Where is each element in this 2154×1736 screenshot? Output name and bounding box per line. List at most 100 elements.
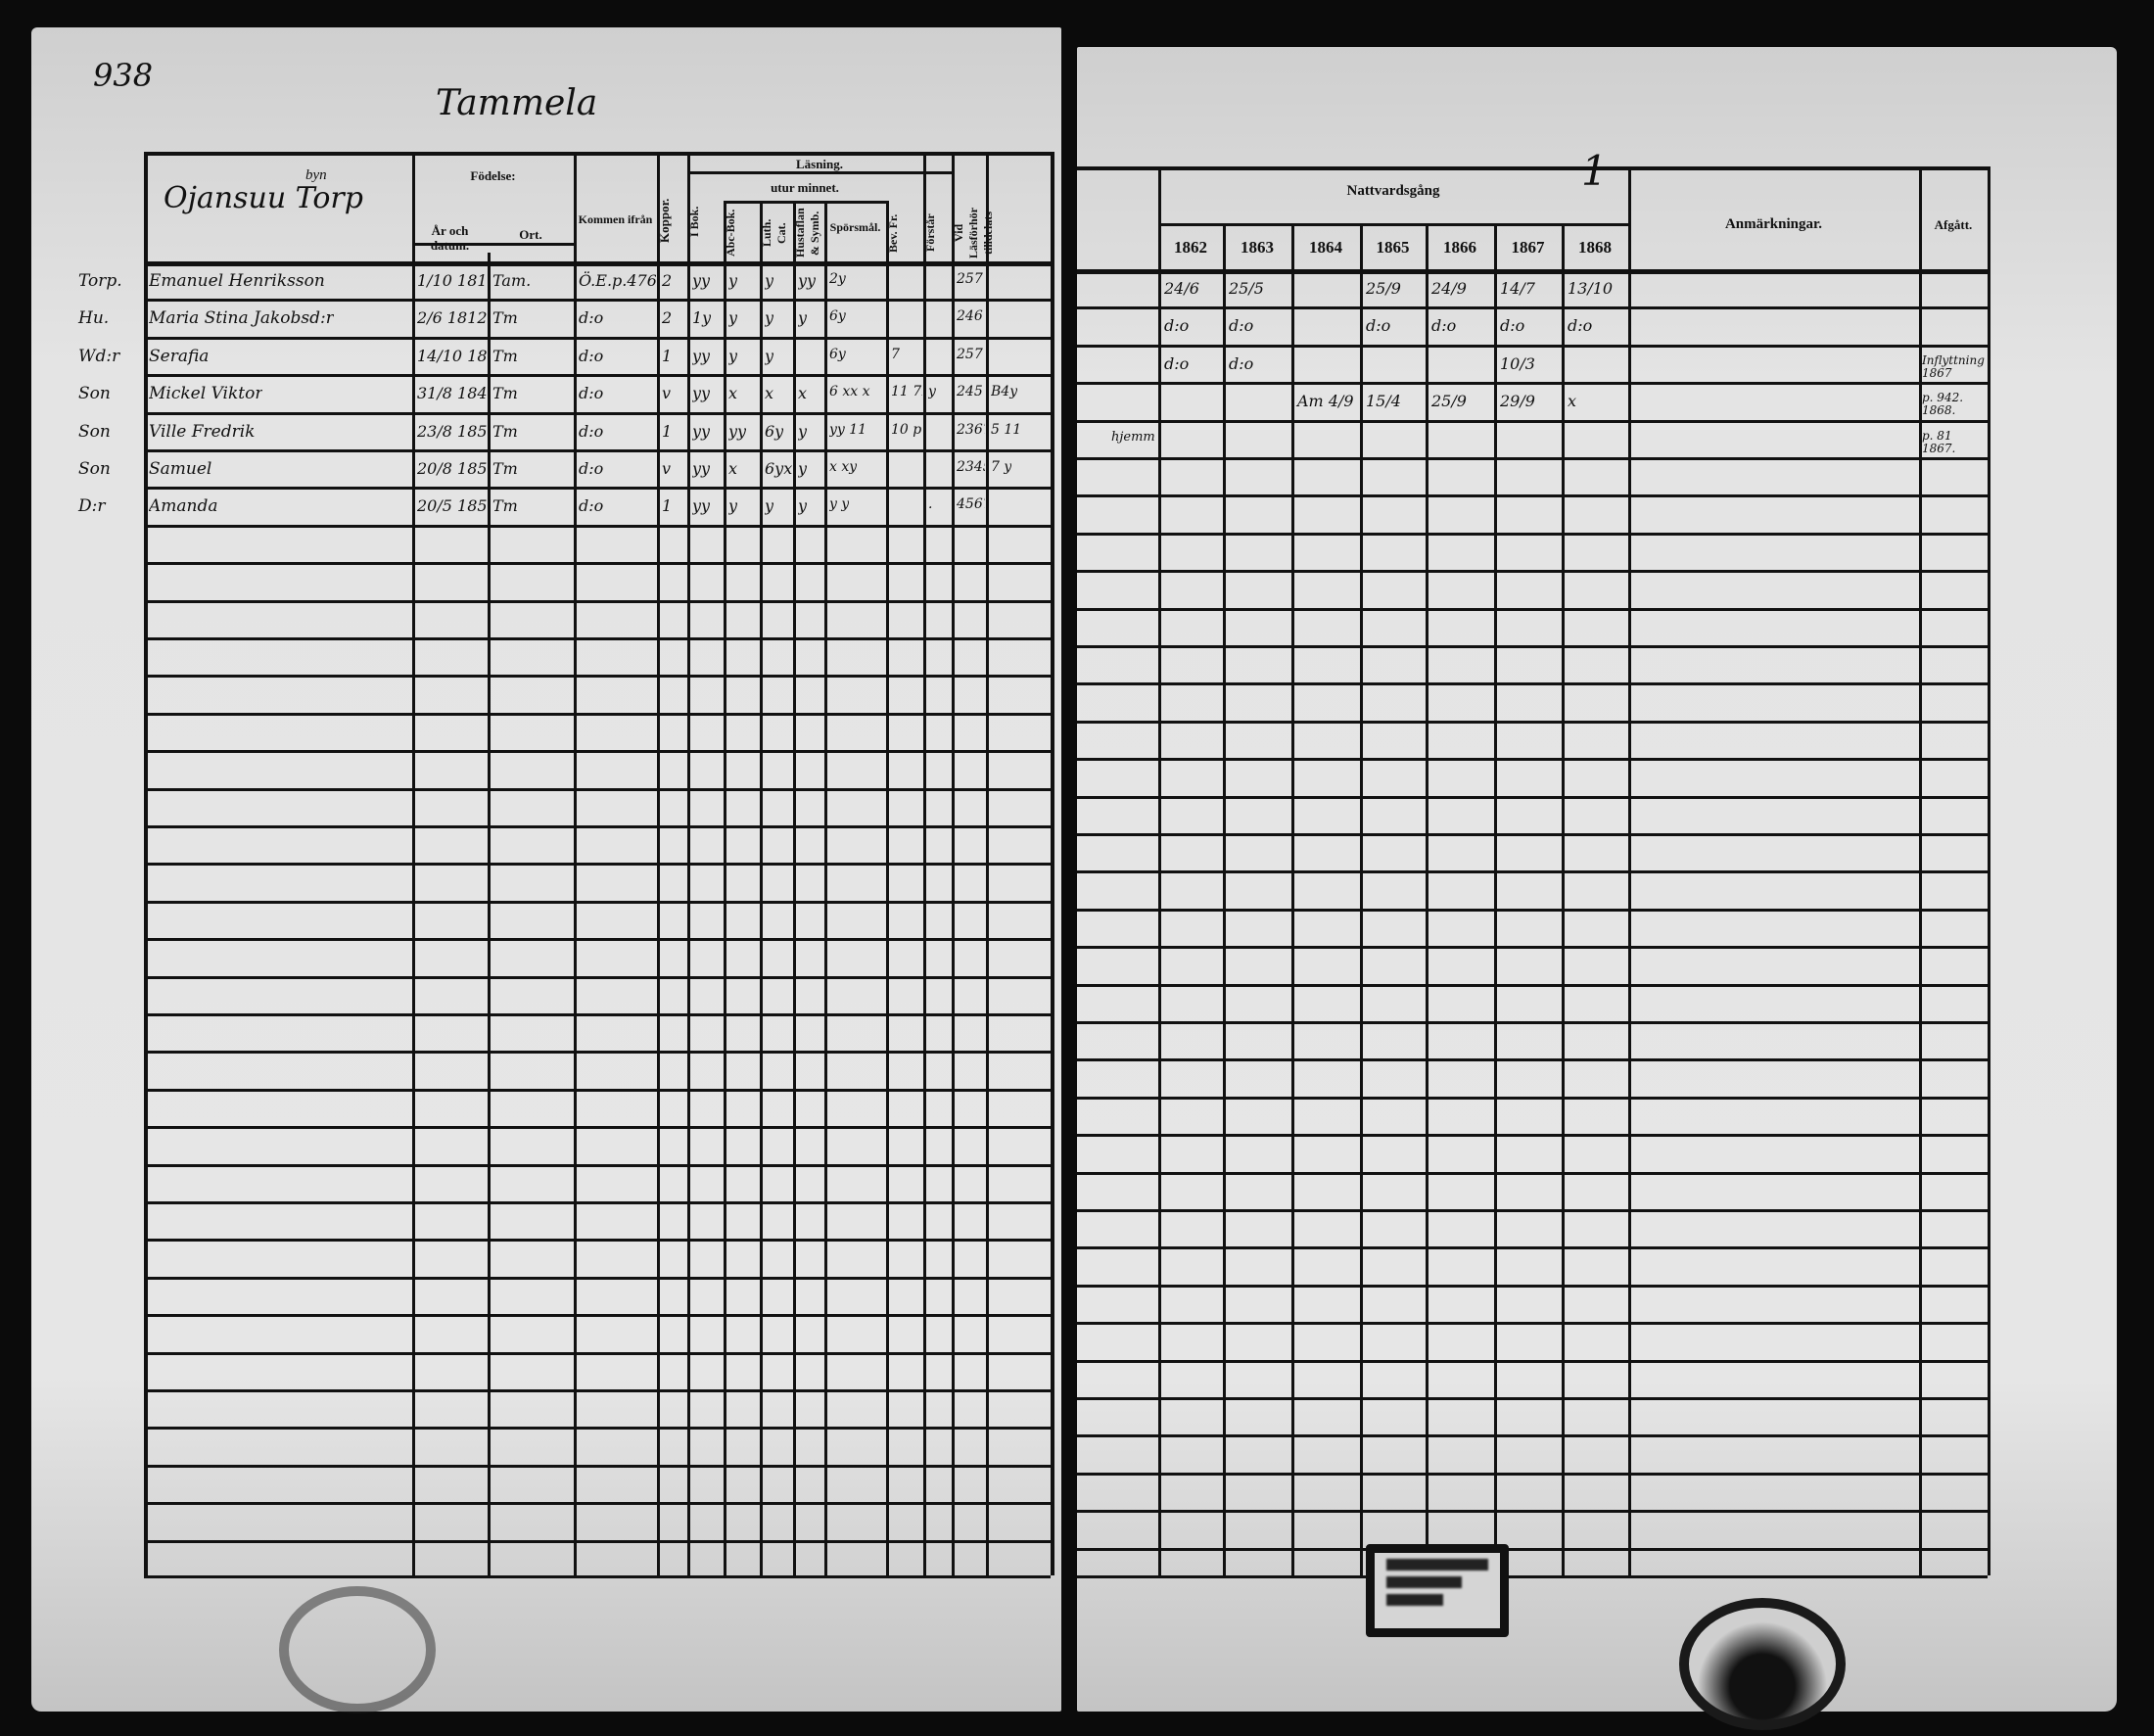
row-rule — [1077, 795, 1988, 799]
remarks-header: Anmärkningar. — [1724, 216, 1823, 232]
communion-date-cell: d:o — [1164, 353, 1190, 373]
row-rule — [144, 863, 1051, 867]
row-rule — [1077, 1322, 1988, 1326]
column-rule — [1562, 223, 1565, 1575]
hustavlan-cell: y — [798, 459, 808, 478]
column-rule — [1291, 223, 1294, 1575]
row-rule — [144, 336, 1051, 340]
communion-date-cell: d:o — [1229, 316, 1254, 336]
bev-fr-cell: 11 7x — [891, 384, 922, 400]
communion-date-cell: d:o — [1366, 316, 1391, 336]
row-rule — [1077, 720, 1988, 724]
communion-date-cell: 25/9 — [1366, 279, 1401, 298]
communion-date-cell: 29/9 — [1500, 392, 1535, 411]
row-rule — [1077, 1246, 1988, 1250]
right-header-rule — [1077, 269, 1988, 274]
extra-cell: 7 y — [991, 459, 1012, 475]
row-rule — [144, 487, 1051, 491]
row-rule — [1077, 946, 1988, 950]
row-rule — [144, 1126, 1051, 1130]
catechism-cell: y — [765, 346, 774, 365]
catechism-cell: y — [765, 308, 774, 328]
communion-date-cell: 25/5 — [1229, 279, 1264, 298]
extra-cell: 5 11 — [991, 421, 1022, 438]
questions-cell: yy 11 — [829, 421, 867, 438]
row-rule — [144, 1201, 1051, 1204]
departed-note: p. 81 1867. — [1922, 428, 1956, 455]
row-rule — [144, 1575, 1051, 1578]
name-cell: Ville Fredrik — [149, 421, 256, 442]
abc-cell: x — [728, 384, 738, 403]
questions-cell: 6 xx x — [829, 384, 870, 400]
communion-date-cell: 25/9 — [1431, 392, 1467, 411]
page-number: 938 — [93, 57, 154, 94]
row-rule — [144, 1351, 1051, 1355]
birth-place-cell: Tm — [492, 421, 518, 441]
birth-date-cell: 31/8 1847 — [417, 384, 487, 403]
row-rule — [1077, 1021, 1988, 1024]
birth-date-cell: 1/10 1815 — [417, 271, 487, 290]
hustavlan-cell: y — [798, 496, 808, 516]
name-column-header: Ojansuu Torp — [164, 181, 363, 215]
column-rule — [824, 201, 827, 1575]
parish-title: Tammela — [436, 83, 598, 123]
row-rule — [144, 1314, 1051, 1318]
communion-date-cell: 10/3 — [1500, 353, 1535, 373]
row-rule — [144, 938, 1051, 942]
reading-subrule — [687, 171, 952, 174]
questions-header: Spörsmål. — [829, 220, 881, 234]
communion-date-cell: 15/4 — [1366, 392, 1401, 411]
header-rule — [144, 261, 1051, 266]
row-rule — [144, 825, 1051, 828]
catechetical-cell: 257 — [957, 271, 983, 287]
abc-cell: y — [728, 496, 738, 516]
birth-header: Födelse: — [470, 168, 516, 183]
row-rule — [1077, 306, 1988, 310]
birth-subrule — [412, 243, 574, 246]
folio-mark: 1 — [1581, 147, 1608, 195]
row-rule — [1077, 870, 1988, 874]
communion-date-cell: Am 4/9 — [1297, 392, 1354, 411]
in-book-cell: yy — [692, 271, 711, 290]
row-rule — [144, 787, 1051, 791]
birth-date-header: År och datum. — [430, 223, 470, 253]
name-cell: Samuel — [149, 459, 212, 479]
row-rule — [1077, 344, 1988, 348]
row-rule — [144, 1464, 1051, 1468]
year-header: 1867 — [1511, 238, 1545, 257]
column-rule — [1223, 223, 1226, 1575]
communion-subrule — [1158, 223, 1628, 226]
row-rule — [144, 524, 1051, 528]
header-abc-book: Abc-Bok. — [724, 209, 737, 258]
archive-stamp — [1366, 1544, 1509, 1637]
departed-note: Inflyttning 1867 — [1922, 352, 1985, 380]
row-rule — [144, 637, 1051, 640]
catechism-cell: y — [765, 271, 774, 290]
row-rule — [144, 299, 1051, 303]
column-rule — [793, 201, 796, 1575]
row-rule — [1077, 494, 1988, 498]
year-header: 1863 — [1241, 238, 1274, 257]
departed-header: Afgått. — [1934, 217, 1973, 232]
birth-place-cell: Tm — [492, 496, 518, 516]
row-rule — [144, 750, 1051, 754]
row-rule — [144, 1539, 1051, 1543]
role-cell: Wd:r — [78, 346, 120, 366]
questions-cell: 2y — [829, 271, 846, 287]
role-cell: Son — [78, 459, 111, 479]
row-rule — [1077, 1434, 1988, 1438]
catechetical-cell: 4567 — [957, 496, 985, 513]
smallpox-cell: 1 — [662, 421, 673, 441]
understands-cell: . — [928, 496, 933, 513]
row-rule — [144, 1389, 1051, 1392]
header-catechetical: Vid Läsförhör tilldelats — [952, 208, 995, 258]
role-cell: Torp. — [78, 271, 122, 291]
in-book-cell: yy — [692, 384, 711, 403]
row-rule — [1077, 419, 1988, 423]
birth-place-cell: Tam. — [492, 271, 532, 290]
row-rule — [1077, 1359, 1988, 1363]
in-book-cell: yy — [692, 346, 711, 365]
communion-header: Nattvardsgång — [1346, 183, 1440, 199]
smallpox-cell: v — [662, 384, 672, 403]
memory-subrule — [724, 201, 886, 204]
